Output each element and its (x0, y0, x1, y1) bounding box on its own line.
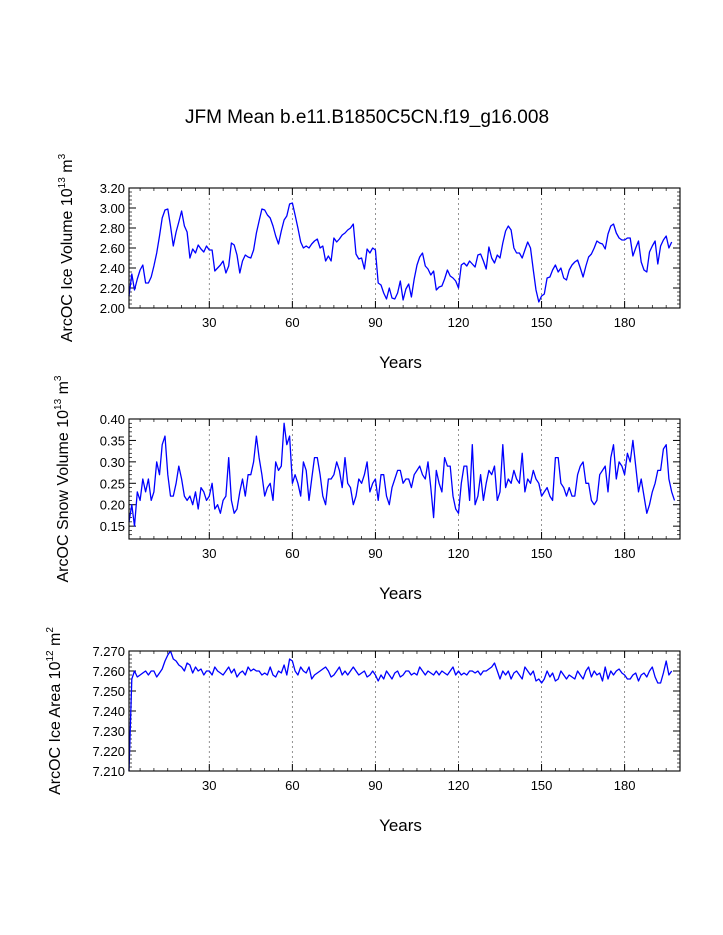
x-tick-label: 120 (448, 546, 470, 561)
panel-2: 30 60 90 120 150 180 0.15 0.20 0.25 0.30 0.35 0.40 Y… (53, 375, 681, 603)
x-tick-label: 90 (368, 778, 382, 793)
x-axis-label: Years (379, 816, 422, 835)
y-tick-label: 3.00 (100, 201, 125, 216)
y-axis-label: ArcOC Snow Volume 1013 m3 (53, 375, 72, 582)
x-tick-label: 120 (448, 315, 470, 330)
x-tick-label: 180 (614, 546, 636, 561)
y-axis-label: ArcOC Ice Volume 1013 m3 (57, 153, 76, 342)
plot-frame (128, 650, 681, 772)
y-tick-label: 0.30 (100, 455, 125, 470)
x-tick-label: 30 (202, 315, 216, 330)
x-tick-label: 60 (285, 778, 299, 793)
y-tick-label: 0.35 (100, 433, 125, 448)
y-tick-label: 7.250 (92, 684, 125, 699)
x-tick-label: 30 (202, 778, 216, 793)
y-tick-label: 0.20 (100, 498, 125, 513)
plot-frame (128, 418, 681, 540)
y-tick-label: 2.20 (100, 281, 125, 296)
plot-frame (128, 187, 681, 309)
x-axis-label: Years (379, 353, 422, 372)
y-tick-label: 2.60 (100, 241, 125, 256)
y-tick-label: 7.260 (92, 664, 125, 679)
y-tick-label: 7.240 (92, 704, 125, 719)
y-tick-label: 2.80 (100, 221, 125, 236)
y-tick-label: 7.270 (92, 644, 125, 659)
y-tick-label: 7.210 (92, 764, 125, 779)
x-tick-label: 120 (448, 778, 470, 793)
x-tick-label: 60 (285, 546, 299, 561)
x-tick-label: 150 (531, 315, 553, 330)
x-tick-label: 150 (531, 546, 553, 561)
x-tick-label: 60 (285, 315, 299, 330)
y-tick-label: 2.40 (100, 261, 125, 276)
x-tick-label: 180 (614, 315, 636, 330)
x-tick-label: 150 (531, 778, 553, 793)
y-tick-label: 7.230 (92, 724, 125, 739)
series-line (128, 650, 673, 772)
series-line (128, 202, 673, 303)
y-tick-label: 2.00 (100, 301, 125, 316)
y-tick-label: 0.15 (100, 519, 125, 534)
y-tick-label: 7.220 (92, 744, 125, 759)
x-axis-label: Years (379, 584, 422, 603)
y-tick-label: 3.20 (100, 181, 125, 196)
x-tick-label: 180 (614, 778, 636, 793)
y-tick-label: 0.25 (100, 476, 125, 491)
y-tick-label: 0.40 (100, 412, 125, 427)
panel-3: 30 60 90 120 150 180 7.210 7.220 7.230 7.240 7.250… (45, 627, 681, 835)
y-axis-label: ArcOC Ice Area 1012 m2 (45, 627, 64, 795)
x-tick-label: 30 (202, 546, 216, 561)
panel-1: 30 60 90 120 150 180 2.00 2.20 2.40 2.60 2.80 3.00 3… (57, 153, 681, 372)
chart-title: JFM Mean b.e11.B1850C5CN.f19_g16.008 (185, 107, 549, 128)
series-line (128, 422, 676, 527)
x-tick-label: 90 (368, 546, 382, 561)
x-tick-label: 90 (368, 315, 382, 330)
